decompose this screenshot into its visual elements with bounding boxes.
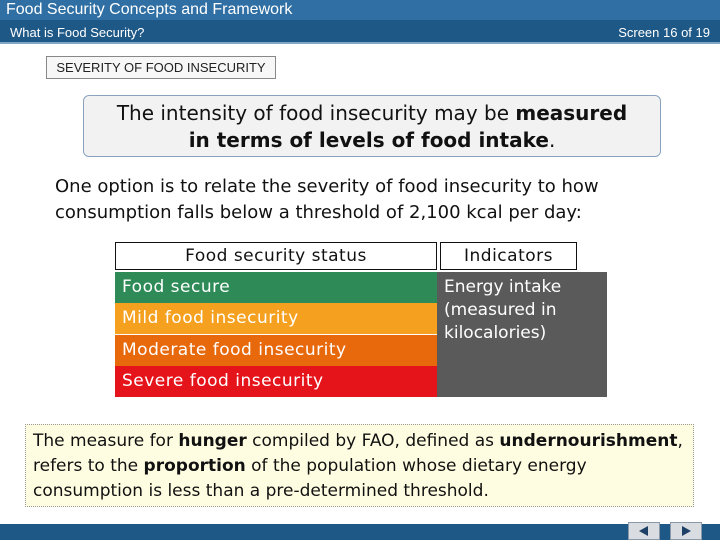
note-text: , refers to the [33,431,683,476]
note-text: of the population whose dietary energy c… [33,456,587,501]
status-row: Moderate food insecurity [115,335,437,366]
screen-counter: Screen 16 of 19 [618,25,710,40]
back-button[interactable] [628,522,660,540]
note-bold: hunger [178,431,247,451]
section-label: SEVERITY OF FOOD INSECURITY [46,56,276,79]
note-box: The measure for hunger compiled by FAO, … [25,424,694,507]
status-row: Mild food insecurity [115,303,437,334]
note-text: The measure for [33,431,179,451]
course-title: Food Security Concepts and Framework [0,0,720,20]
note-bold: undernourishment [499,431,678,451]
paragraph: One option is to relate the severity of … [55,176,599,223]
status-row: Food secure [115,272,437,303]
footer-bar [0,524,720,540]
table-header: Indicators [440,242,577,270]
topic: What is Food Security? [10,25,145,40]
intro-text: . [548,128,556,152]
intro-text: The intensity of food insecurity may be [116,101,516,125]
intro-bold: measured in terms of levels of food inta… [188,101,628,152]
note-bold: proportion [143,456,246,476]
note-text: compiled by FAO, defined as [246,431,500,451]
status-row: Severe food insecurity [115,366,437,397]
topic-bar: What is Food Security? Screen 16 of 19 [0,20,720,44]
next-button[interactable] [670,522,702,540]
next-icon [682,526,691,536]
indicator-cell: Energy intake (measured in kilocalories) [437,272,607,397]
intro-box: The intensity of food insecurity may be … [83,95,661,157]
table-header: Food security status [115,242,437,270]
back-icon [639,526,648,536]
